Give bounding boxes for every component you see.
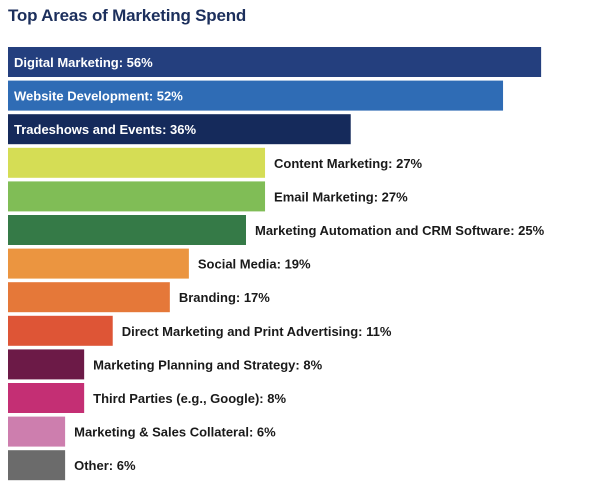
bar-email-marketing bbox=[8, 181, 266, 212]
bar-direct-marketing-and-print-advertising bbox=[8, 315, 113, 346]
bar-tradeshows-and-events bbox=[8, 114, 351, 145]
chart-title: Top Areas of Marketing Spend bbox=[8, 6, 247, 25]
bar-label-digital-marketing: Digital Marketing: 56% bbox=[14, 55, 153, 70]
bar-label-marketing-planning-and-strategy: Marketing Planning and Strategy: 8% bbox=[93, 357, 322, 372]
bar-website-development bbox=[8, 80, 504, 111]
bar-other bbox=[8, 450, 66, 481]
bar-digital-marketing bbox=[8, 47, 542, 77]
bar-label-other: Other: 6% bbox=[74, 458, 136, 473]
bar-social-media bbox=[8, 248, 189, 279]
bar-label-email-marketing: Email Marketing: 27% bbox=[274, 189, 408, 204]
bar-label-content-marketing: Content Marketing: 27% bbox=[274, 156, 423, 171]
bar-marketing-automation-and-crm-software bbox=[8, 215, 246, 245]
bar-label-tradeshows-and-events: Tradeshows and Events: 36% bbox=[14, 122, 197, 137]
bar-label-marketing-automation-and-crm-software: Marketing Automation and CRM Software: 2… bbox=[255, 223, 545, 238]
bar-marketing-sales-collateral bbox=[8, 416, 66, 447]
bar-label-marketing-sales-collateral: Marketing & Sales Collateral: 6% bbox=[74, 425, 276, 440]
bar-label-website-development: Website Development: 52% bbox=[14, 89, 183, 104]
bar-content-marketing bbox=[8, 147, 266, 178]
bar-label-direct-marketing-and-print-advertising: Direct Marketing and Print Advertising: … bbox=[122, 324, 392, 339]
bar-label-branding: Branding: 17% bbox=[179, 290, 270, 305]
bar-third-parties-e-g-google bbox=[8, 383, 85, 413]
bar-label-social-media: Social Media: 19% bbox=[198, 257, 311, 272]
bar-label-third-parties-e-g-google: Third Parties (e.g., Google): 8% bbox=[93, 391, 286, 406]
bar-branding bbox=[8, 282, 170, 313]
bar-marketing-planning-and-strategy bbox=[8, 349, 85, 380]
